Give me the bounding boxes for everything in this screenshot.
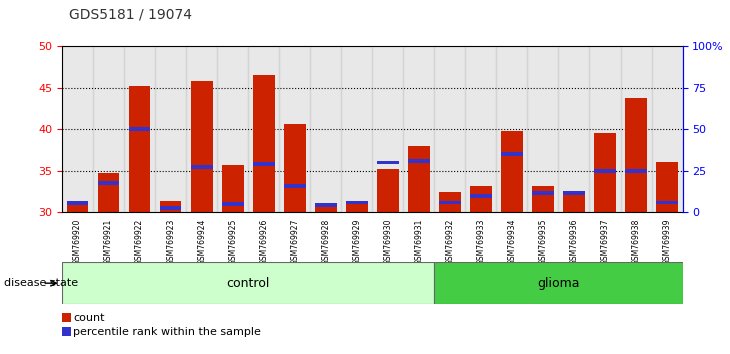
- Bar: [218, 46, 248, 212]
- Bar: [558, 46, 590, 212]
- Bar: [590, 46, 620, 212]
- Bar: [62, 262, 434, 304]
- Bar: [563, 192, 585, 195]
- Bar: [496, 46, 528, 212]
- Bar: [346, 201, 368, 204]
- Text: percentile rank within the sample: percentile rank within the sample: [73, 327, 261, 337]
- Bar: [466, 46, 496, 212]
- Bar: [532, 192, 554, 195]
- Bar: [620, 46, 652, 212]
- Bar: [186, 46, 218, 212]
- Bar: [128, 86, 150, 212]
- Bar: [279, 46, 310, 212]
- Bar: [315, 203, 337, 207]
- Bar: [342, 46, 372, 212]
- Bar: [652, 46, 683, 212]
- Bar: [528, 46, 558, 212]
- Bar: [532, 186, 554, 212]
- Bar: [594, 133, 616, 212]
- Bar: [470, 186, 492, 212]
- Bar: [377, 161, 399, 164]
- Bar: [434, 46, 466, 212]
- Bar: [377, 169, 399, 212]
- Bar: [62, 46, 93, 212]
- Bar: [439, 192, 461, 212]
- Bar: [253, 75, 274, 212]
- Bar: [470, 194, 492, 198]
- Bar: [284, 124, 306, 212]
- Bar: [124, 46, 155, 212]
- Bar: [656, 201, 678, 204]
- Bar: [284, 184, 306, 188]
- Bar: [563, 192, 585, 212]
- Bar: [408, 146, 430, 212]
- Bar: [160, 206, 182, 210]
- Bar: [315, 203, 337, 212]
- Bar: [222, 165, 244, 212]
- Bar: [253, 162, 274, 166]
- Bar: [66, 201, 88, 205]
- Bar: [404, 46, 434, 212]
- Bar: [434, 262, 683, 304]
- Bar: [98, 181, 120, 185]
- Bar: [625, 98, 647, 212]
- Bar: [594, 169, 616, 173]
- Bar: [160, 201, 182, 212]
- Bar: [191, 165, 212, 169]
- Bar: [93, 46, 124, 212]
- Bar: [372, 46, 404, 212]
- Bar: [501, 152, 523, 156]
- Bar: [248, 46, 279, 212]
- Text: count: count: [73, 313, 104, 323]
- Bar: [222, 202, 244, 206]
- Bar: [439, 201, 461, 204]
- Text: control: control: [226, 277, 270, 290]
- Bar: [191, 81, 212, 212]
- Bar: [625, 169, 647, 173]
- Bar: [66, 202, 88, 212]
- Bar: [155, 46, 186, 212]
- Bar: [408, 159, 430, 163]
- Bar: [346, 201, 368, 212]
- Text: GDS5181 / 19074: GDS5181 / 19074: [69, 7, 192, 21]
- Bar: [501, 131, 523, 212]
- Text: disease state: disease state: [4, 278, 78, 288]
- Bar: [310, 46, 342, 212]
- Bar: [128, 127, 150, 131]
- Bar: [656, 162, 678, 212]
- Bar: [98, 173, 120, 212]
- Text: glioma: glioma: [537, 277, 580, 290]
